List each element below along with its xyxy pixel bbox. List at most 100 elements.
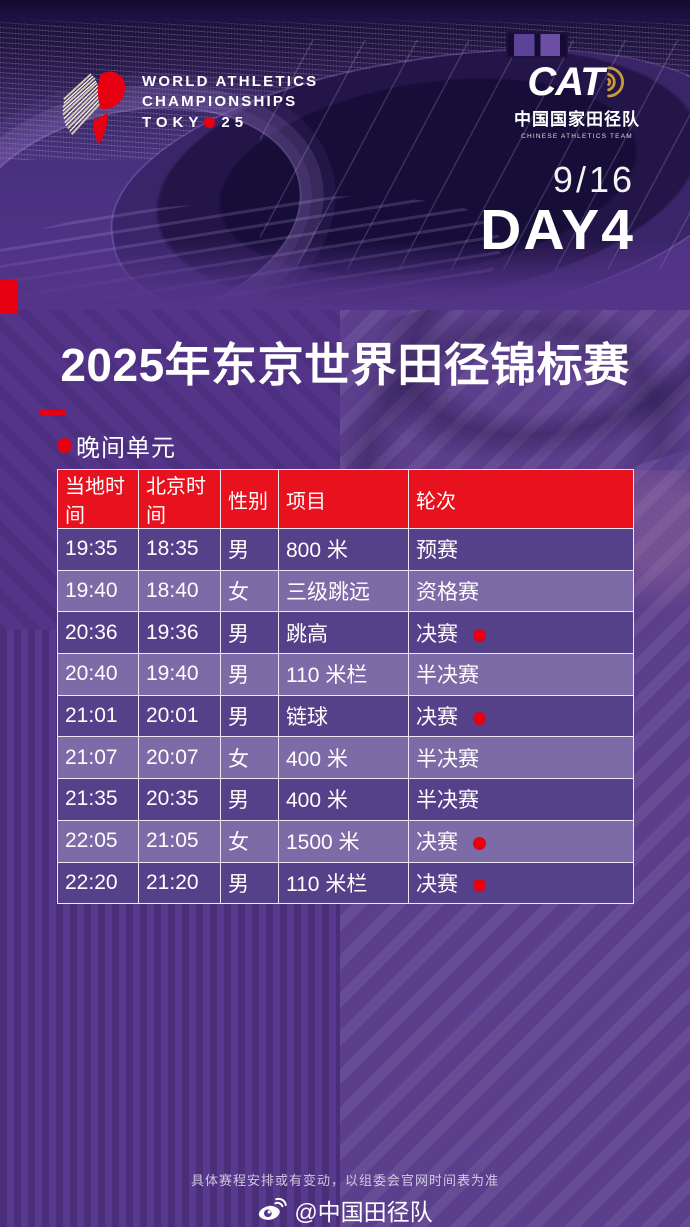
column-header: 性别 [220,469,279,529]
cell-beijing: 20:35 [138,778,221,821]
cell-event: 110 米栏 [278,861,409,905]
red-accent-bar [40,410,65,415]
table-row: 21:01 20:01 男链球 决赛 [57,694,634,738]
date-label: 9/16 [552,159,635,200]
column-header: 项目 [278,469,409,529]
date-block: 9/16 DAY4 [480,159,635,262]
cell-beijing: 20:07 [138,736,221,780]
day-label: DAY4 [480,198,635,262]
stadium-photo [0,0,690,310]
cell-beijing: 18:40 [138,569,221,613]
stadium-roof [0,0,690,26]
table-row: 20:36 19:36 男跳高 决赛 [57,611,634,655]
cell-event: 链球 [278,694,409,738]
cell-event: 跳高 [278,611,409,655]
cell-beijing: 18:35 [138,528,221,571]
cell-round: 半决赛 [408,736,634,780]
table-row: 21:07 20:07 女 400 米半决赛 [57,736,634,780]
cell-local: 19:40 [57,569,139,613]
cell-local: 22:05 [57,819,139,863]
round-label: 预赛 [416,539,458,563]
round-label: 半决赛 [416,789,479,813]
cell-gender: 男 [220,528,279,571]
cell-gender: 男 [220,694,279,738]
photo-fade [0,240,690,310]
page-title: 2025年东京世界田径锦标赛 [60,339,630,391]
cell-event: 三级跳远 [278,569,409,613]
stadium-scoreboard [508,34,566,56]
cell-local: 21:01 [57,694,139,738]
table-row: 21:35 20:35 男 400 米半决赛 [57,778,634,821]
round-label: 决赛 [416,831,458,855]
final-red-dot-icon [473,628,486,642]
cell-round: 资格赛 [408,569,634,613]
table-header-row: 当地时间 北京时间 性别 项目 轮次 [57,469,634,529]
session-red-dot-icon [57,438,72,453]
round-label: 决赛 [416,872,458,896]
cell-round: 半决赛 [408,653,634,696]
cell-beijing: 20:01 [138,694,221,738]
cat-acronym: CAT [527,60,604,104]
cell-gender: 女 [220,736,279,780]
wa-emblem-icon [62,71,126,145]
wa-logo-text: WORLD ATHLETICS CHAMPIONSHIPS TOKY 25 [142,74,318,158]
tokyo-suffix: 25 [221,114,249,131]
cell-event: 110 米栏 [278,653,409,696]
cell-event: 400 米 [278,736,409,780]
final-red-dot-icon [473,837,486,851]
cell-beijing: 21:20 [138,861,221,905]
session-header: 晚间单元 [57,428,176,463]
cell-beijing: 21:05 [138,819,221,863]
round-label: 半决赛 [416,747,479,771]
cell-gender: 男 [220,778,279,821]
final-red-dot-icon [473,712,486,726]
cell-round: 半决赛 [408,778,634,821]
cat-gold-arcs-icon [606,66,624,98]
cell-local: 20:40 [57,653,139,696]
tokyo-prefix: TOKY [142,114,204,131]
weibo-credit: @中国田径队 [0,1193,690,1227]
cell-local: 21:35 [57,778,139,821]
wa-logo-line1: WORLD ATHLETICS [142,73,319,90]
credit-handle: @中国田径队 [294,1199,433,1225]
cell-event: 1500 米 [278,819,409,863]
cell-event: 400 米 [278,778,409,821]
cell-local: 20:36 [57,611,139,655]
tokyo-red-dot-icon [204,117,216,128]
cell-round: 决赛 [408,611,634,655]
disclaimer-text: 具体赛程安排或有变动，以组委会官网时间表为准 [190,1173,499,1188]
cell-event: 800 米 [278,528,409,571]
cell-round: 决赛 [408,819,634,863]
round-label: 半决赛 [416,664,479,688]
cat-name-en: CHINESE ATHLETICS TEAM [521,133,633,140]
schedule-table: 当地时间 北京时间 性别 项目 轮次 19:35 18:35 男 800 米预赛 19:40 18… [57,469,634,905]
table-row: 22:20 21:20 男 110 米栏 决赛 [57,861,634,905]
session-label: 晚间单元 [76,435,176,462]
table-row: 19:40 18:40 女三级跳远 资格赛 [57,569,634,613]
wa-logo-line2: CHAMPIONSHIPS [142,93,298,110]
cell-gender: 男 [220,653,279,696]
cell-gender: 女 [220,819,279,863]
cat-acronym-row: CAT [512,62,642,102]
cat-name-cn: 中国国家田径队 [514,110,640,129]
table-row: 19:35 18:35 男 800 米预赛 [57,528,634,571]
cell-gender: 男 [220,611,279,655]
cell-local: 21:07 [57,736,139,780]
red-accent-stripe [0,280,18,313]
lane-lines [260,40,690,270]
wa-logo-tokyo25: TOKY 25 [142,114,318,131]
column-header: 当地时间 [57,469,139,529]
cell-gender: 女 [220,569,279,613]
round-label: 决赛 [416,622,458,646]
final-red-dot-icon [473,878,486,892]
cell-local: 19:35 [57,528,139,571]
table-row: 20:40 19:40 男 110 米栏 半决赛 [57,653,634,696]
cell-round: 决赛 [408,694,634,738]
cell-gender: 男 [220,861,279,905]
table-row: 22:05 21:05 女 1500 米决赛 [57,819,634,863]
cell-round: 预赛 [408,528,634,571]
round-label: 资格赛 [416,581,479,605]
wa-championships-logo: WORLD ATHLETICS CHAMPIONSHIPS TOKY 25 [58,64,318,158]
cell-round: 决赛 [408,861,634,905]
